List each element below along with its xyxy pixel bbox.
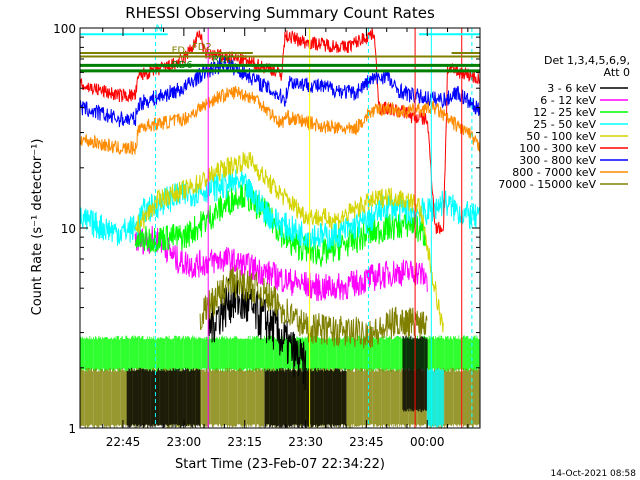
flag-label-FD: FD: [172, 46, 186, 57]
x-axis-label: Start Time (23-Feb-07 22:34:22): [175, 457, 385, 472]
legend-label: 100 - 300 keV: [519, 142, 596, 155]
legend-label: 800 - 7000 keV: [512, 166, 596, 179]
chart-title: RHESSI Observing Summary Count Rates: [125, 4, 435, 22]
series-800-7000keV: [79, 85, 481, 156]
x-tick-label: 23:00: [167, 435, 202, 449]
flag-label-FD2: FD2: [192, 42, 212, 53]
series-25-50keV: [79, 169, 481, 250]
axes: 1 10 100 22:45 23:00 23:15 23:30 23:45 00:00: [53, 22, 481, 449]
x-tick-label: 23:15: [227, 435, 262, 449]
flag-label-RDC: RDC: [212, 54, 234, 65]
legend-label: 7000 - 15000 keV: [498, 178, 596, 191]
series-7000-15000keV: [199, 266, 428, 349]
x-tick-label: 00:00: [410, 435, 445, 449]
timestamp: 14-Oct-2021 08:58: [551, 469, 637, 479]
plot-area: N FD2 FD RDC RD6: [79, 23, 481, 428]
y-tick-label: 100: [53, 22, 76, 36]
series-300-800keV: [79, 55, 481, 128]
legend-header: Det 1,3,4,5,6,9,: [544, 54, 630, 67]
legend-label: 50 - 100 keV: [526, 130, 596, 143]
x-tick-label: 22:45: [106, 435, 141, 449]
legend-label: 300 - 800 keV: [519, 154, 596, 167]
y-axis-label: Count Rate (s⁻¹ detector⁻¹): [30, 139, 45, 316]
band-black-left: [126, 367, 201, 428]
legend-label: 6 - 12 keV: [540, 94, 596, 107]
legend-label: 3 - 6 keV: [547, 82, 596, 95]
y-tick-label: 1: [68, 422, 76, 436]
flag-label-RD6: RD6: [172, 60, 193, 71]
y-tick-label: 10: [61, 222, 76, 236]
series-3-6keV: [207, 275, 307, 390]
band-black-right: [402, 335, 428, 413]
legend-label: 12 - 25 keV: [533, 106, 596, 119]
series-6-12keV: [134, 225, 428, 302]
band-cyan: [426, 367, 444, 428]
x-tick-label: 23:30: [288, 435, 323, 449]
flag-label-N: N: [155, 23, 162, 34]
series-50-100keV: [134, 151, 444, 333]
legend-header: Att 0: [604, 66, 630, 79]
legend-label: 25 - 50 keV: [533, 118, 596, 131]
x-tick-label: 23:45: [349, 435, 384, 449]
